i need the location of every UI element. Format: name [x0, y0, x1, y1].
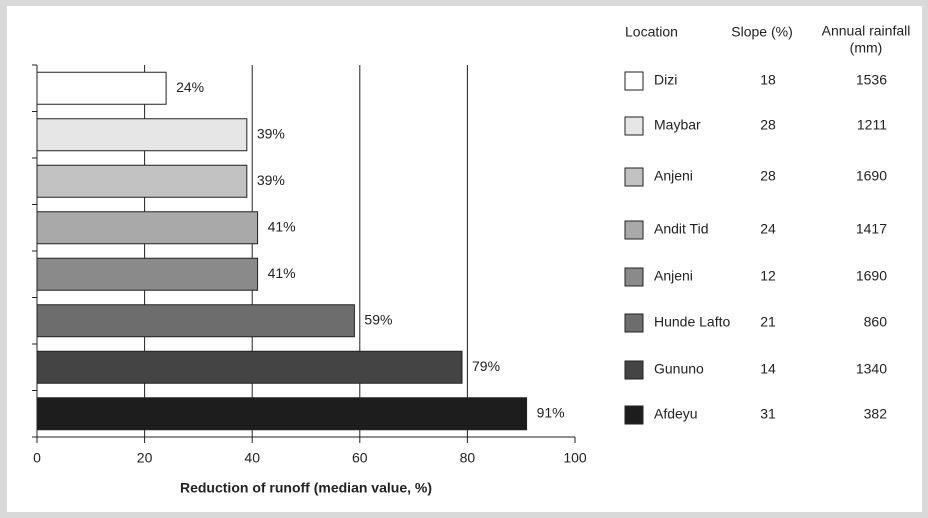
x-tick-label: 0 — [33, 450, 41, 466]
bar — [36, 304, 355, 338]
legend-slope: 24 — [760, 221, 776, 237]
legend-slope: 21 — [760, 314, 776, 330]
legend-header: Slope (%) — [731, 24, 792, 40]
x-axis-title: Reduction of runoff (median value, %) — [180, 480, 432, 496]
value-label: 59% — [364, 311, 392, 327]
legend-swatch — [624, 116, 644, 136]
value-label: 24% — [176, 79, 204, 95]
legend-slope: 28 — [760, 117, 776, 133]
legend-rainfall: 1417 — [856, 221, 887, 237]
x-tick-label: 40 — [244, 450, 260, 466]
legend-location: Hunde Lafto — [654, 314, 730, 330]
legend-swatch — [624, 405, 644, 425]
legend-rainfall: 382 — [864, 406, 888, 422]
legend-header: (mm) — [850, 40, 883, 56]
legend-header: Location — [625, 24, 678, 40]
bar — [36, 397, 528, 431]
legend-swatch — [624, 220, 644, 240]
value-label: 39% — [257, 125, 285, 141]
legend-location: Afdeyu — [654, 406, 698, 422]
value-label: 39% — [257, 172, 285, 188]
legend-swatch — [624, 313, 644, 333]
legend-rainfall: 860 — [864, 314, 888, 330]
legend-rainfall: 1536 — [856, 72, 887, 88]
legend-location: Maybar — [654, 117, 701, 133]
legend-slope: 31 — [760, 406, 776, 422]
legend-slope: 18 — [760, 72, 776, 88]
legend-slope: 28 — [760, 168, 776, 184]
legend-location: Dizi — [654, 72, 677, 88]
value-label: 79% — [472, 358, 500, 374]
bar — [36, 164, 248, 198]
value-label: 41% — [268, 218, 296, 234]
bar — [36, 71, 167, 105]
legend-swatch — [624, 360, 644, 380]
legend-location: Anjeni — [654, 168, 693, 184]
legend-swatch — [624, 267, 644, 287]
legend-slope: 14 — [760, 361, 776, 377]
legend-location: Anjeni — [654, 268, 693, 284]
legend-swatch — [624, 71, 644, 91]
legend-rainfall: 1690 — [856, 168, 887, 184]
bar — [36, 211, 259, 245]
x-tick-label: 80 — [460, 450, 476, 466]
x-tick-label: 20 — [137, 450, 153, 466]
x-tick-label: 60 — [352, 450, 368, 466]
legend-header: Annual rainfall — [822, 23, 911, 39]
legend-location: Andit Tid — [654, 221, 708, 237]
legend-rainfall: 1211 — [857, 117, 887, 133]
legend-rainfall: 1690 — [856, 268, 887, 284]
legend-rainfall: 1340 — [856, 361, 887, 377]
legend-swatch — [624, 167, 644, 187]
value-label: 91% — [537, 404, 565, 420]
x-tick-label: 100 — [563, 450, 587, 466]
bar — [36, 257, 259, 291]
value-label: 41% — [268, 265, 296, 281]
legend-location: Gununo — [654, 361, 704, 377]
bar — [36, 350, 463, 384]
legend-slope: 12 — [760, 268, 776, 284]
bar — [36, 118, 248, 152]
